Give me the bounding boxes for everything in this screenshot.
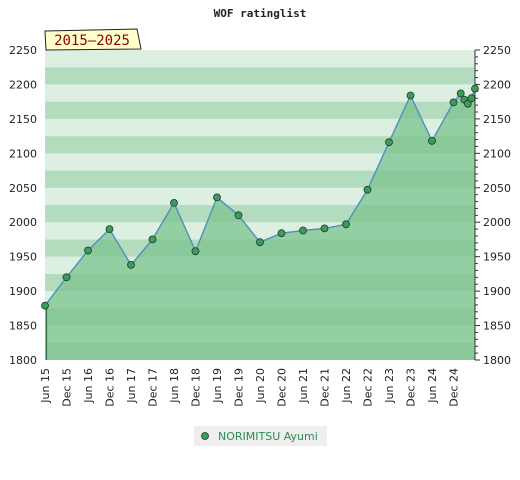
background-band [45,101,475,119]
data-point [471,84,479,93]
data-point [170,198,178,207]
background-band [45,136,475,154]
y-tick-label-right: 2050 [483,182,511,195]
data-point [406,91,415,100]
data-point [256,238,264,247]
y-axis-left: 1800 1850 1900 1950 2000 2050 2100 2150 2200 2250 [9,44,37,367]
x-tick-label: Dec 15 [61,368,74,407]
data-point [342,220,350,229]
x-tick-label: Jun 24 [426,368,439,404]
x-tick-label: Dec 21 [319,368,332,407]
period-badge: 2015–2025 [44,28,142,51]
background-band [45,84,475,102]
y-tick-label-left: 1800 [9,354,37,367]
x-tick-label: Jun 16 [82,368,95,404]
data-point [449,98,458,107]
x-tick-label: Jun 22 [340,368,353,404]
x-tick-label: Dec 22 [362,368,375,407]
x-tick-label: Jun 23 [383,368,396,404]
background-band [45,170,475,188]
period-badge-label: 2015–2025 [54,33,130,49]
data-points [41,84,479,310]
y-tick-label-left: 1950 [9,251,37,264]
x-tick-label: Jun 21 [297,368,310,404]
y-tick-label-right: 2200 [483,78,511,91]
x-tick-label: Dec 19 [233,368,246,407]
period-badge-box [44,28,142,51]
x-tick-label: Jun 17 [125,368,138,404]
x-tick-label: Jun 19 [211,368,224,404]
y-tick-label-right: 2150 [483,113,511,126]
data-point [320,224,329,233]
legend-series-label: NORIMITSU Ayumi [218,430,318,443]
data-point [127,260,135,269]
y-tick-label-left: 2050 [9,182,37,195]
legend-marker-icon [201,432,209,440]
y-tick-label-left: 2000 [9,216,37,229]
x-tick-label: Dec 20 [276,368,289,407]
legend: NORIMITSU Ayumi [194,426,327,446]
data-point [84,246,92,255]
x-tick-label: Dec 18 [190,368,203,407]
data-point [105,225,114,234]
data-point [148,235,157,244]
data-point [213,193,221,202]
y-tick-label-left: 2200 [9,78,37,91]
data-point [299,226,307,235]
x-tick-label: Dec 17 [147,368,160,407]
data-point [463,99,472,108]
chart-title: WOF ratinglist [214,7,307,20]
x-tick-label: Jun 15 [39,368,52,404]
data-point [277,229,286,238]
y-axis-right: 1800 1850 1900 1950 2000 2050 2100 2150 2200 2250 [474,44,511,367]
data-point [41,301,49,310]
x-tick-label: Jun 20 [254,368,267,404]
y-tick-label-left: 2100 [9,147,37,160]
x-axis: Jun 15 Dec 15 Jun 16 Dec 16 Jun 17 Dec 17 Jun … [39,368,461,407]
data-point [456,89,465,98]
data-point [385,138,393,147]
y-tick-label-left: 1850 [9,320,37,333]
y-tick-label-left: 2150 [9,113,37,126]
x-tick-label: Dec 23 [405,368,418,407]
background-band [45,153,475,171]
data-point [191,247,200,256]
y-tick-label-left: 1900 [9,285,37,298]
data-point [234,211,243,220]
y-tick-label-right: 2000 [483,216,511,229]
series-area [45,88,475,360]
x-tick-label: Jun 18 [168,368,181,404]
data-point [62,273,71,282]
y-tick-label-right: 1850 [483,320,511,333]
legend-box [194,426,327,446]
background-band [45,118,475,137]
x-tick-label: Dec 16 [104,368,117,407]
background-band [45,50,475,68]
y-tick-label-right: 2250 [483,44,511,57]
y-tick-label-right: 1950 [483,251,511,264]
y-tick-label-right: 2100 [483,147,511,160]
data-point [428,136,436,145]
x-tick-label: Dec 24 [448,368,461,407]
y-tick-label-left: 2250 [9,44,37,57]
data-point [363,185,372,194]
y-tick-label-right: 1900 [483,285,511,298]
background-band [45,67,475,85]
data-point [467,94,476,103]
y-tick-label-right: 1800 [483,354,511,367]
